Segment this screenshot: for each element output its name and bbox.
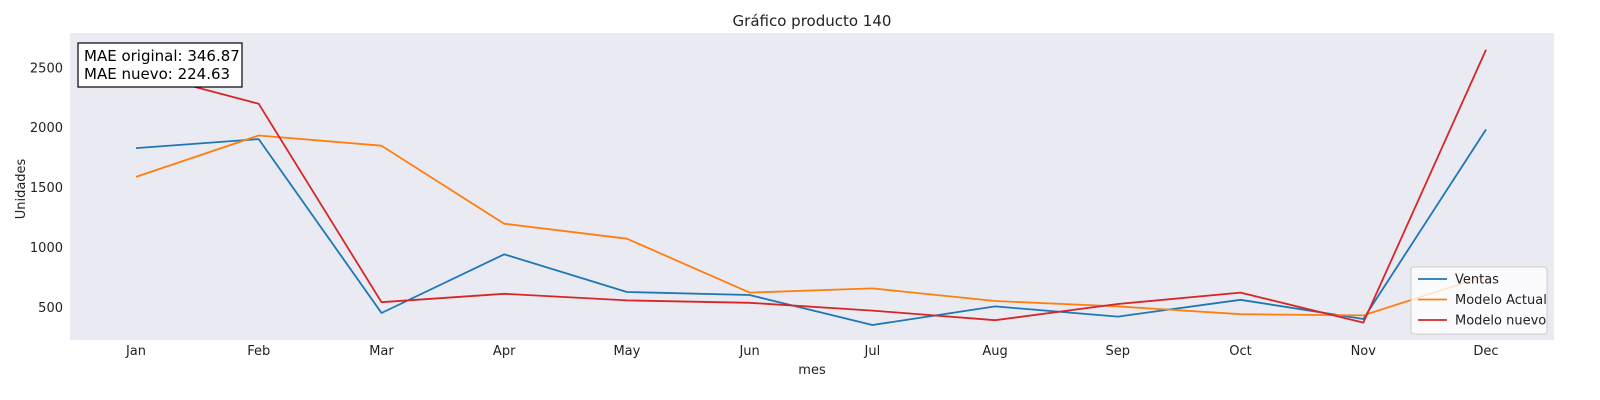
annotation-mae-nuevo: MAE nuevo: 224.63 [84, 65, 230, 83]
y-axis-label: Unidades [14, 158, 29, 219]
annotation-mae-original: MAE original: 346.87 [84, 47, 240, 65]
x-axis-label: mes [798, 363, 826, 378]
series-line [135, 49, 1487, 324]
x-axis-ticks: Jan Feb Mar Apr May Jun Jul Aug Sep Oct Nov Dec [125, 344, 1499, 359]
y-tick-label: 2000 [30, 121, 63, 136]
x-tick-label: Dec [1473, 344, 1498, 359]
legend: Ventas Modelo Actual Modelo nuevo [1410, 266, 1548, 335]
x-tick-label: Apr [493, 344, 516, 359]
x-tick-label: Jun [738, 344, 759, 359]
legend-label: Modelo Actual [1455, 293, 1547, 308]
y-axis-ticks: 500 1000 1500 2000 2500 [30, 61, 63, 316]
x-tick-label: Sep [1106, 344, 1131, 359]
chart-title: Gráfico producto 140 [733, 12, 892, 30]
x-tick-label: Oct [1229, 344, 1251, 359]
legend-box [1410, 266, 1548, 335]
x-tick-label: Jan [125, 344, 146, 359]
x-tick-label: Jul [864, 344, 881, 359]
x-tick-label: Feb [247, 344, 270, 359]
legend-label: Modelo nuevo [1455, 314, 1546, 329]
y-tick-label: 1000 [30, 241, 63, 256]
y-tick-label: 1500 [30, 181, 63, 196]
legend-label: Ventas [1455, 273, 1499, 288]
series-line [135, 129, 1487, 326]
x-tick-label: Aug [982, 344, 1007, 359]
plot-area [70, 33, 1554, 340]
mae-annotation: MAE original: 346.87 MAE nuevo: 224.63 [77, 42, 243, 88]
x-tick-label: May [613, 344, 640, 359]
x-tick-label: Mar [369, 344, 394, 359]
x-tick-label: Nov [1351, 344, 1377, 359]
y-tick-label: 500 [38, 301, 63, 316]
annotation-box [77, 42, 243, 88]
y-tick-label: 2500 [30, 61, 63, 76]
series-lines [135, 49, 1487, 326]
series-line [135, 134, 1487, 317]
